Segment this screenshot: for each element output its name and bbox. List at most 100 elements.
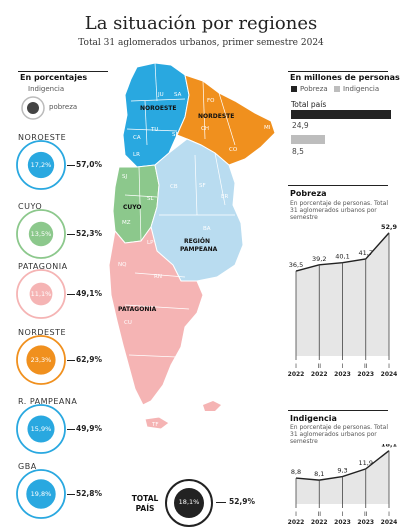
prov-mi: MI <box>264 125 271 131</box>
region-indigencia-disc <box>27 415 55 443</box>
pobreza-tick-year: 2022 <box>288 371 305 378</box>
prov-se: SE <box>172 132 179 138</box>
prov-tf: TF <box>152 422 159 428</box>
region-connector <box>67 494 75 495</box>
total-indigencia-value: 18,1% <box>178 498 200 506</box>
indigencia-chart-title: Indigencia <box>290 414 337 423</box>
pobreza-data-label: 39,2 <box>312 255 326 263</box>
indigencia-tick-label: I <box>388 511 390 518</box>
page-title: La situación por regiones <box>84 13 318 34</box>
map-label-noroeste: NOROESTE <box>140 105 177 112</box>
prov-sa: SA <box>174 92 182 98</box>
indigencia-tick-label: I <box>342 511 344 518</box>
region-pobreza-ring <box>16 404 66 454</box>
legend-indigencia-swatch <box>334 86 340 92</box>
prov-mz: MZ <box>122 220 131 226</box>
region-ring <box>16 269 66 319</box>
pobreza-millions-bar <box>291 110 391 119</box>
indigencia-millions-bar <box>291 135 326 144</box>
region-indigencia-value: 17,2% <box>30 161 52 169</box>
prov-lp: LP <box>147 240 154 246</box>
region-ring <box>16 404 66 454</box>
legend-indigencia-label: Indigencia <box>28 85 65 93</box>
pobreza-chart-rule <box>288 185 388 186</box>
region-connector <box>67 429 75 430</box>
pobreza-millions-value: 24,9 <box>292 121 309 130</box>
total-label: TOTAL PAÍS <box>128 494 162 514</box>
region-name: PATAGONIA <box>18 262 68 271</box>
region-pobreza-value: 52,8% <box>76 489 103 498</box>
total-connector <box>216 502 226 503</box>
prov-cu: CU <box>124 320 132 326</box>
pobreza-tick-label: I <box>342 363 344 370</box>
legend-indigencia-text: Indigencia <box>343 85 380 93</box>
region-connector <box>67 165 75 166</box>
legend-pobreza-label: pobreza <box>49 103 78 111</box>
region-pobreza-ring <box>16 140 66 190</box>
indigencia-data-label: 11,9 <box>359 459 373 467</box>
prov-sf: SF <box>199 183 206 189</box>
region-indigencia-disc <box>29 282 53 306</box>
indigencia-data-label: 8,1 <box>314 470 324 478</box>
prov-er: ER <box>221 194 229 200</box>
region-pobreza-value: 62,9% <box>76 355 103 364</box>
map-region-patagonia <box>108 225 204 406</box>
legend-pobreza-text: Pobreza <box>300 85 328 93</box>
millones-heading: En millones de personas <box>290 73 400 82</box>
region-connector <box>67 294 75 295</box>
indigencia-millions-value: 8,5 <box>292 147 304 156</box>
region-name: R. PAMPEANA <box>18 397 78 406</box>
left-heading: En porcentajes <box>20 73 88 82</box>
region-pobreza-value: 57,0% <box>76 160 103 169</box>
prov-cb: CB <box>170 184 178 190</box>
pobreza-data-label: 41,7 <box>359 249 373 257</box>
region-indigencia-disc <box>26 479 56 509</box>
prov-ca: CA <box>133 135 141 141</box>
region-indigencia-disc <box>26 345 56 375</box>
region-name: NORDESTE <box>18 328 67 337</box>
prov-ba: BA <box>203 226 211 232</box>
pobreza-data-label: 40,1 <box>335 253 349 261</box>
region-name: NOROESTE <box>18 133 67 142</box>
map-region-nordeste <box>176 74 276 166</box>
pobreza-tick-label: II <box>364 363 368 370</box>
region-indigencia-value: 23,3% <box>30 356 52 364</box>
prov-fo: FO <box>207 98 215 104</box>
pobreza-tick-year: 2023 <box>357 371 374 378</box>
indigencia-tick-year: 2024 <box>381 519 397 526</box>
region-pobreza-value: 52,3% <box>76 229 103 238</box>
indigencia-chart-subtitle: En porcentaje de personas. Total 31 aglo… <box>290 424 389 445</box>
region-indigencia-value: 11,1% <box>30 290 52 298</box>
region-ring <box>16 335 66 385</box>
prov-sl: SL <box>147 196 154 202</box>
pobreza-tick-label: II <box>317 363 321 370</box>
right-top-rule <box>288 71 388 72</box>
pobreza-chart-subtitle: En porcentaje de personas. Total 31 aglo… <box>290 200 389 221</box>
pobreza-tick-year: 2023 <box>334 371 351 378</box>
region-ring <box>16 469 66 519</box>
pobreza-tick-label: I <box>388 363 390 370</box>
indigencia-data-label: 9,3 <box>337 467 347 475</box>
total-pais-label: Total país <box>291 100 327 109</box>
prov-ju: JU <box>158 92 164 98</box>
region-connector <box>67 360 75 361</box>
prov-sc: SC <box>124 378 132 384</box>
legend-pobreza-swatch <box>291 86 297 92</box>
prov-tu: TU <box>151 127 159 133</box>
map-label-pampeana-1: REGIÓN <box>184 238 210 245</box>
indigencia-chart-rule <box>288 410 388 411</box>
map-label-patagonia: PATAGONIA <box>118 306 157 313</box>
indigencia-tick-label: II <box>317 511 321 518</box>
left-top-rule <box>18 71 108 72</box>
total-pobreza-value: 52,9% <box>229 497 256 506</box>
region-indigencia-value: 19,8% <box>30 490 52 498</box>
prov-nq: NQ <box>118 262 127 268</box>
page-subtitle: Total 31 aglomerados urbanos, primer sem… <box>78 38 324 48</box>
indigencia-tick-label: II <box>364 511 368 518</box>
map-malvinas <box>203 401 221 411</box>
pobreza-data-label: 52,9 <box>381 223 397 231</box>
region-pobreza-ring <box>16 469 66 519</box>
region-ring <box>16 140 66 190</box>
prov-sj: SJ <box>122 174 128 180</box>
region-name: CUYO <box>18 202 43 211</box>
